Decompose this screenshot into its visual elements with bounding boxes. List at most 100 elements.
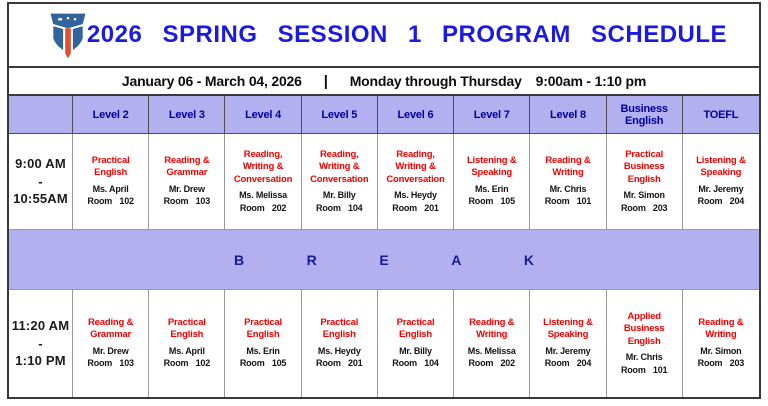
schedule-table: Level 2 Level 3 Level 4 Level 5 Level 6 … — [9, 96, 759, 397]
time-slot-morning: 9:00 AM - 10:55AM — [9, 134, 73, 229]
column-header-level-3: Level 3 — [149, 96, 226, 134]
class-teacher: Ms. Erin — [475, 183, 509, 194]
class-teacher: Mr. Drew — [168, 183, 205, 194]
class-title: Listening & Speaking — [466, 155, 517, 179]
class-title: Practical English — [244, 317, 282, 341]
class-cell-toefl-morning: Listening & Speaking Mr. Jeremy Room 204 — [682, 134, 759, 229]
class-cell-business-english-morning: Practical Business English Mr. Simon Roo… — [606, 134, 683, 229]
morning-session-row: 9:00 AM - 10:55AM Practical English Ms. … — [9, 134, 759, 229]
class-teacher: Ms. Heydy — [394, 189, 437, 200]
time-slot-afternoon: 11:20 AM - 1:10 PM — [9, 290, 73, 397]
class-cell-business-english-afternoon: Applied Business English Mr. Chris Room … — [606, 290, 683, 397]
class-teacher: Ms. Melissa — [467, 345, 516, 356]
class-room: Room 202 — [468, 358, 516, 369]
break-band: B R E A K — [9, 229, 759, 290]
class-room: Room 102 — [163, 358, 211, 369]
class-title: Reading & Writing — [698, 317, 744, 341]
class-teacher: Mr. Chris — [625, 351, 663, 362]
class-cell-level-2-morning: Practical English Ms. April Room 102 — [73, 134, 150, 229]
class-title: Listening & Speaking — [696, 155, 746, 179]
class-room: Room 102 — [87, 196, 134, 207]
class-room: Room 101 — [620, 364, 668, 375]
class-cell-level-3-afternoon: Practical English Ms. April Room 102 — [149, 290, 226, 397]
page-title: 2026 SPRING SESSION 1 PROGRAM SCHEDULE — [86, 21, 728, 48]
class-title: Reading, Writing & Conversation — [233, 148, 293, 185]
class-cell-level-6-afternoon: Practical English Mr. Billy Room 104 — [377, 290, 455, 397]
class-teacher: Mr. Simon — [623, 189, 665, 200]
class-cell-level-4-morning: Reading, Writing & Conversation Ms. Meli… — [225, 134, 302, 229]
class-room: Room 204 — [544, 358, 592, 369]
afternoon-session-row: 11:20 AM - 1:10 PM Reading & Grammar Mr.… — [9, 290, 759, 397]
class-cell-level-8-afternoon: Listening & Speaking Mr. Jeremy Room 204 — [530, 290, 607, 397]
class-cell-level-2-afternoon: Reading & Grammar Mr. Drew Room 103 — [73, 290, 150, 397]
class-cell-level-5-morning: Reading, Writing & Conversation Mr. Bill… — [301, 134, 378, 229]
class-teacher: Ms. Melissa — [239, 189, 287, 200]
class-title: Reading & Grammar — [88, 317, 134, 341]
class-cell-level-6-morning: Reading, Writing & Conversation Ms. Heyd… — [377, 134, 455, 229]
column-header-toefl: TOEFL — [682, 96, 759, 134]
hours-range: 9:00am - 1:10 pm — [535, 73, 647, 89]
class-room: Room 201 — [316, 358, 363, 369]
class-room: Room 104 — [316, 202, 363, 213]
schedule-info-bar: January 06 - March 04, 2026 | Monday thr… — [9, 66, 759, 96]
column-header-business-english: Business English — [606, 96, 683, 134]
class-room: Room 104 — [392, 358, 439, 369]
class-room: Room 203 — [697, 358, 745, 369]
class-room: Room 103 — [163, 196, 211, 207]
break-label: B R E A K — [234, 252, 534, 268]
class-title: Practical English — [91, 155, 130, 179]
class-teacher: Mr. Chris — [549, 183, 587, 194]
class-title: Applied Business English — [623, 310, 665, 347]
shield-stars-stripes-logo-icon — [50, 13, 86, 59]
class-title: Reading & Grammar — [164, 155, 210, 179]
time-line: 10:55AM — [13, 191, 68, 207]
column-header-level-2: Level 2 — [73, 96, 150, 134]
class-cell-level-5-afternoon: Practical English Ms. Heydy Room 201 — [301, 290, 378, 397]
days-range: Monday through Thursday — [349, 73, 522, 89]
class-teacher: Ms. April — [168, 345, 205, 356]
class-room: Room 203 — [620, 202, 668, 213]
class-cell-level-7-afternoon: Reading & Writing Ms. Melissa Room 202 — [454, 290, 531, 397]
class-title: Reading & Writing — [545, 155, 591, 179]
class-title: Practical English — [396, 317, 435, 341]
class-title: Listening & Speaking — [543, 317, 593, 341]
class-title: Reading, Writing & Conversation — [310, 148, 369, 185]
time-line: 1:10 PM — [15, 353, 66, 369]
column-header-time — [9, 96, 73, 134]
column-header-row: Level 2 Level 3 Level 4 Level 5 Level 6 … — [9, 96, 759, 134]
class-cell-level-7-morning: Listening & Speaking Ms. Erin Room 105 — [454, 134, 531, 229]
class-room: Room 105 — [239, 358, 287, 369]
class-teacher: Mr. Billy — [399, 345, 432, 356]
column-header-level-7: Level 7 — [454, 96, 531, 134]
class-teacher: Mr. Jeremy — [545, 345, 591, 356]
class-room: Room 103 — [87, 358, 134, 369]
break-letter: E — [379, 251, 389, 268]
class-title: Practical English — [167, 317, 206, 341]
separator: | — [323, 72, 328, 90]
class-teacher: Ms. April — [92, 183, 129, 194]
break-letter: K — [523, 251, 534, 268]
class-room: Room 101 — [544, 196, 592, 207]
class-room: Room 202 — [239, 202, 287, 213]
class-title: Reading, Writing & Conversation — [386, 148, 445, 185]
class-cell-level-4-afternoon: Practical English Ms. Erin Room 105 — [225, 290, 302, 397]
schedule-frame: 2026 SPRING SESSION 1 PROGRAM SCHEDULE J… — [7, 2, 761, 399]
time-line: 11:20 AM - — [11, 318, 70, 351]
class-teacher: Ms. Heydy — [317, 345, 361, 356]
class-title: Practical English — [320, 317, 359, 341]
title-bar: 2026 SPRING SESSION 1 PROGRAM SCHEDULE — [9, 4, 759, 66]
column-header-level-4: Level 4 — [225, 96, 302, 134]
break-letter: A — [451, 251, 462, 268]
column-header-level-6: Level 6 — [377, 96, 455, 134]
column-header-level-5: Level 5 — [301, 96, 378, 134]
break-letter: B — [234, 251, 245, 268]
time-line: 9:00 AM - — [15, 156, 66, 189]
class-title: Practical Business English — [623, 148, 665, 185]
class-cell-level-8-morning: Reading & Writing Mr. Chris Room 101 — [530, 134, 607, 229]
date-range: January 06 - March 04, 2026 — [121, 73, 302, 89]
class-teacher: Mr. Simon — [700, 345, 742, 356]
class-room: Room 105 — [468, 196, 516, 207]
class-teacher: Ms. Erin — [246, 345, 280, 356]
break-letter: R — [306, 251, 317, 268]
class-teacher: Mr. Billy — [322, 189, 356, 200]
